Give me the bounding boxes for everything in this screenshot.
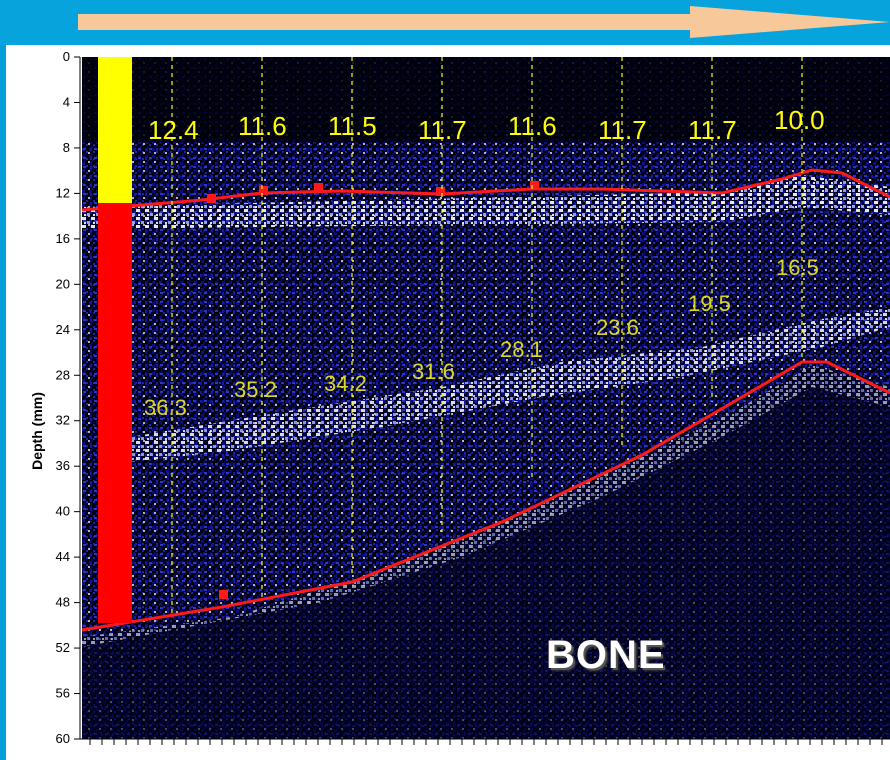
- fat-layer-bar: [98, 57, 132, 203]
- muscle-thickness-5: 28.1: [500, 337, 543, 362]
- fat-thickness-1: 12.4: [148, 115, 199, 145]
- depth-tick-label: 32: [56, 413, 70, 428]
- muscle-thickness-2: 35.2: [234, 377, 277, 402]
- fat-thickness-4: 11.7: [418, 115, 467, 145]
- depth-tick-label: 20: [56, 276, 70, 291]
- depth-tick-label: 8: [63, 140, 70, 155]
- muscle-layer-bar: [98, 203, 132, 623]
- fat-thickness-3: 11.5: [328, 111, 377, 141]
- depth-tick-label: 4: [63, 94, 70, 109]
- depth-tick-label: 56: [56, 686, 70, 701]
- muscle-thickness-4: 31.6: [412, 359, 455, 384]
- fat-thickness-2: 11.6: [238, 111, 287, 141]
- depth-tick-label: 52: [56, 640, 70, 655]
- fat-thickness-6: 11.7: [598, 115, 647, 145]
- fat-thickness-7: 11.7: [688, 115, 737, 145]
- muscle-thickness-6: 23.6: [596, 315, 639, 340]
- depth-tick-label: 48: [56, 595, 70, 610]
- muscle-thickness-1: 36.3: [144, 395, 187, 420]
- muscle-thickness-8: 16.5: [776, 255, 819, 280]
- depth-tick-label: 44: [56, 549, 70, 564]
- bone-label: BONE: [546, 633, 666, 677]
- depth-tick-label: 0: [63, 49, 70, 64]
- top-banner: [0, 0, 890, 45]
- depth-tick-label: 36: [56, 458, 70, 473]
- fat-thickness-5: 11.6: [508, 111, 557, 141]
- depth-tick-label: 12: [56, 185, 70, 200]
- depth-tick-label: 16: [56, 231, 70, 246]
- muscle-thickness-7: 19.5: [688, 291, 731, 316]
- depth-tick-label: 40: [56, 504, 70, 519]
- depth-axis: [79, 57, 890, 740]
- ultrasound-panel: 0 4 8 12 16 20 24 28 32 36 40 44 48 52 56 60 Depth (mm)…: [6, 45, 890, 760]
- depth-tick-label: 28: [56, 367, 70, 382]
- depth-tick-label: 60: [56, 731, 70, 746]
- direction-arrow-icon: [78, 6, 890, 38]
- depth-axis-label: Depth (mm): [28, 392, 45, 470]
- muscle-thickness-3: 34.2: [324, 371, 367, 396]
- fat-thickness-8: 10.0: [774, 105, 825, 135]
- depth-tick-label: 24: [56, 322, 70, 337]
